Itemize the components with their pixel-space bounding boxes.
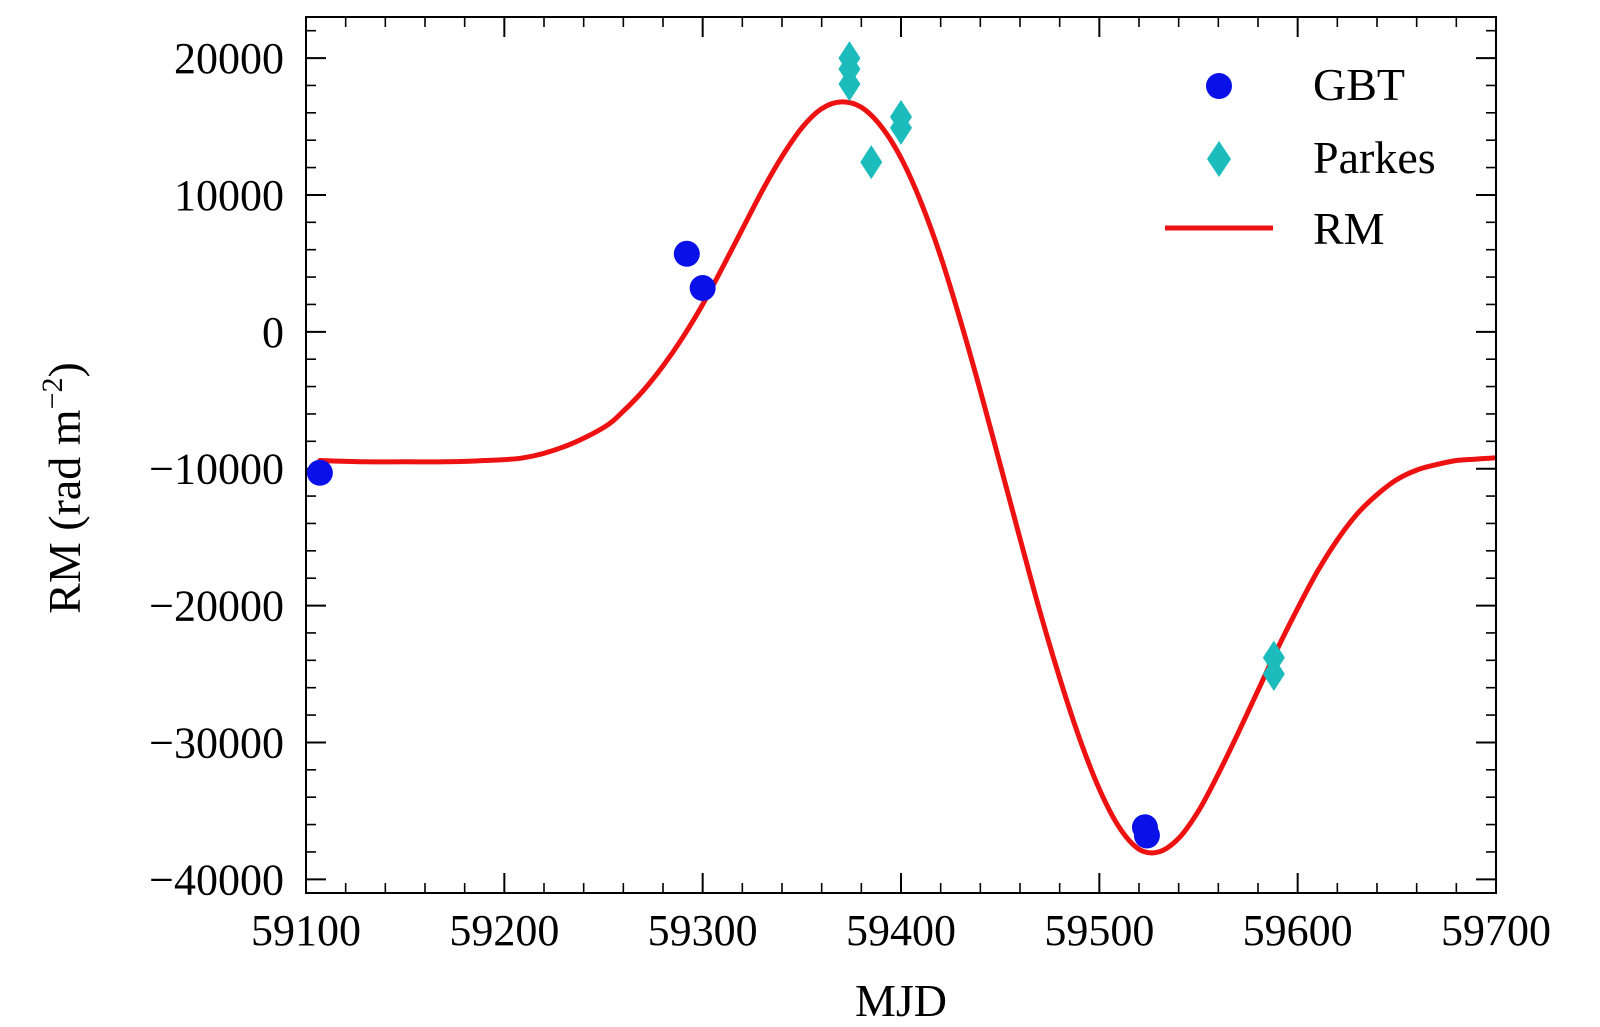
y-axis-label: RM (rad m−2) [36,362,90,614]
legend-parkes-label: Parkes [1313,132,1436,183]
y-axis-label-exponent: −2 [36,377,69,409]
series-rm-line [317,99,1496,856]
x-tick-label: 59500 [1044,906,1154,955]
y-axis-label-main: RM (rad m [39,409,90,614]
y-tick-label: −20000 [149,582,284,631]
y-tick-label: 0 [262,308,284,357]
gbt-point [673,240,700,267]
x-tick-labels: 59100 59200 59300 59400 59500 59600 59700 [251,906,1551,955]
legend-rm-label: RM [1313,203,1385,254]
plot-area [306,41,1496,856]
x-tick-label: 59600 [1243,906,1353,955]
x-tick-label: 59400 [846,906,956,955]
legend-gbt-label: GBT [1313,59,1405,110]
series-parkes-points [838,41,1285,691]
y-tick-label: 20000 [174,34,284,83]
parkes-point [860,145,883,180]
gbt-point [306,459,333,486]
legend-parkes-marker [1207,141,1231,177]
parkes-point [838,67,861,102]
x-tick-label: 59700 [1441,906,1551,955]
x-axis-label: MJD [855,975,947,1026]
y-tick-label: −10000 [149,445,284,494]
x-tick-label: 59100 [251,906,361,955]
legend-gbt-marker [1206,73,1232,99]
y-tick-label: −30000 [149,718,284,767]
gbt-point [689,275,716,302]
parkes-point [1262,657,1285,691]
plot-frame [305,16,1497,894]
y-axis-label-close: ) [39,362,90,377]
y-tick-labels: 20000 10000 0 −10000 −20000 −30000 −40000 [149,34,284,904]
parkes-point [890,110,912,145]
series-gbt-points [306,240,1160,849]
x-tick-label: 59200 [449,906,559,955]
axis-ticks [305,17,1497,893]
gbt-point [1133,822,1160,849]
x-tick-label: 59300 [648,906,758,955]
y-tick-label: 10000 [174,171,284,220]
legend: GBT Parkes RM [1165,59,1436,254]
y-tick-label: −40000 [149,855,284,904]
